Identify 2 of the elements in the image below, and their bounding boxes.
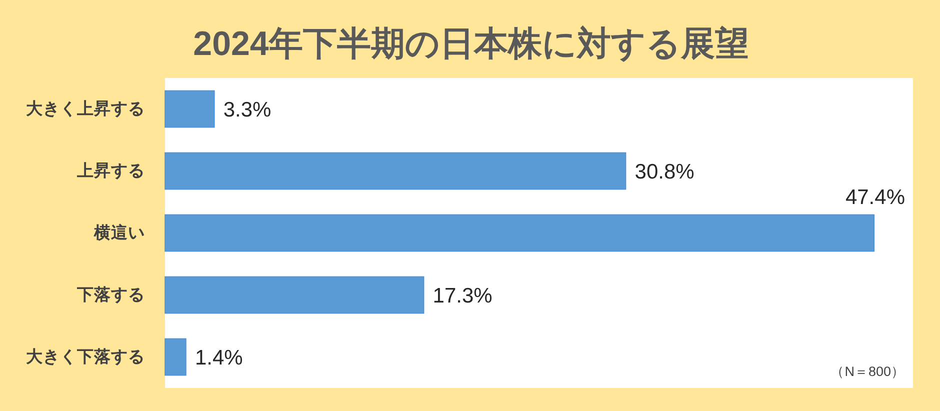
title: 2024年下半期の日本株に対する展望	[193, 25, 749, 63]
annotation: （N＝800）	[830, 364, 905, 379]
